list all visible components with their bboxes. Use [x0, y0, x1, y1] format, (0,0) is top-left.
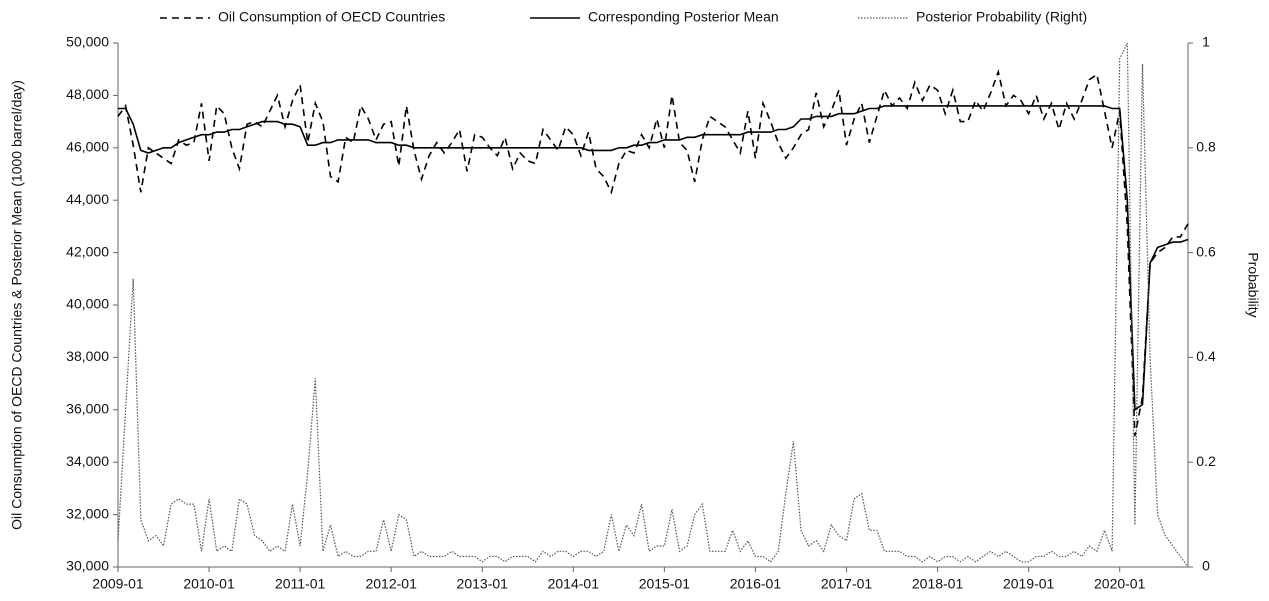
- x-tick-label: 2012-01: [365, 576, 417, 592]
- y-axis-label: Oil Consumption of OECD Countries & Post…: [9, 80, 25, 530]
- y2-tick-label: 0: [1202, 558, 1210, 574]
- y2-tick-label: 0.6: [1196, 243, 1216, 259]
- y-tick-label: 48,000: [66, 86, 109, 102]
- series-line: [118, 105, 1189, 412]
- x-tick-label: 2010-01: [183, 576, 235, 592]
- x-tick-label: 2015-01: [639, 576, 691, 592]
- y-tick-label: 34,000: [66, 453, 109, 469]
- legend-label: Posterior Probability (Right): [916, 9, 1087, 25]
- y-tick-label: 36,000: [66, 401, 109, 417]
- y-tick-label: 30,000: [66, 558, 109, 574]
- y-tick-label: 50,000: [66, 34, 109, 50]
- series-line: [117, 68, 1189, 437]
- x-tick-label: 2018-01: [912, 576, 964, 592]
- legend-label: Corresponding Posterior Mean: [588, 9, 779, 25]
- series-line: [117, 42, 1189, 568]
- y2-tick-label: 1: [1202, 34, 1210, 50]
- x-tick-label: 2016-01: [730, 576, 782, 592]
- x-tick-label: 2009-01: [92, 576, 144, 592]
- legend-label: Oil Consumption of OECD Countries: [218, 9, 445, 25]
- x-tick-label: 2014-01: [548, 576, 600, 592]
- y-tick-label: 32,000: [66, 505, 109, 521]
- y-tick-label: 38,000: [66, 348, 109, 364]
- y2-axis-label: Probability: [1245, 252, 1261, 317]
- y-tick-label: 46,000: [66, 139, 109, 155]
- x-tick-label: 2011-01: [275, 576, 326, 592]
- x-tick-label: 2019-01: [1003, 576, 1055, 592]
- x-tick-label: 2020-01: [1094, 576, 1146, 592]
- y-tick-label: 44,000: [66, 191, 109, 207]
- y2-tick-label: 0.8: [1196, 139, 1216, 155]
- y-tick-label: 40,000: [66, 296, 109, 312]
- y2-tick-label: 0.4: [1196, 348, 1216, 364]
- y2-tick-label: 0.2: [1196, 453, 1216, 469]
- x-tick-label: 2013-01: [457, 576, 509, 592]
- x-tick-label: 2017-01: [821, 576, 873, 592]
- y-tick-label: 42,000: [66, 243, 109, 259]
